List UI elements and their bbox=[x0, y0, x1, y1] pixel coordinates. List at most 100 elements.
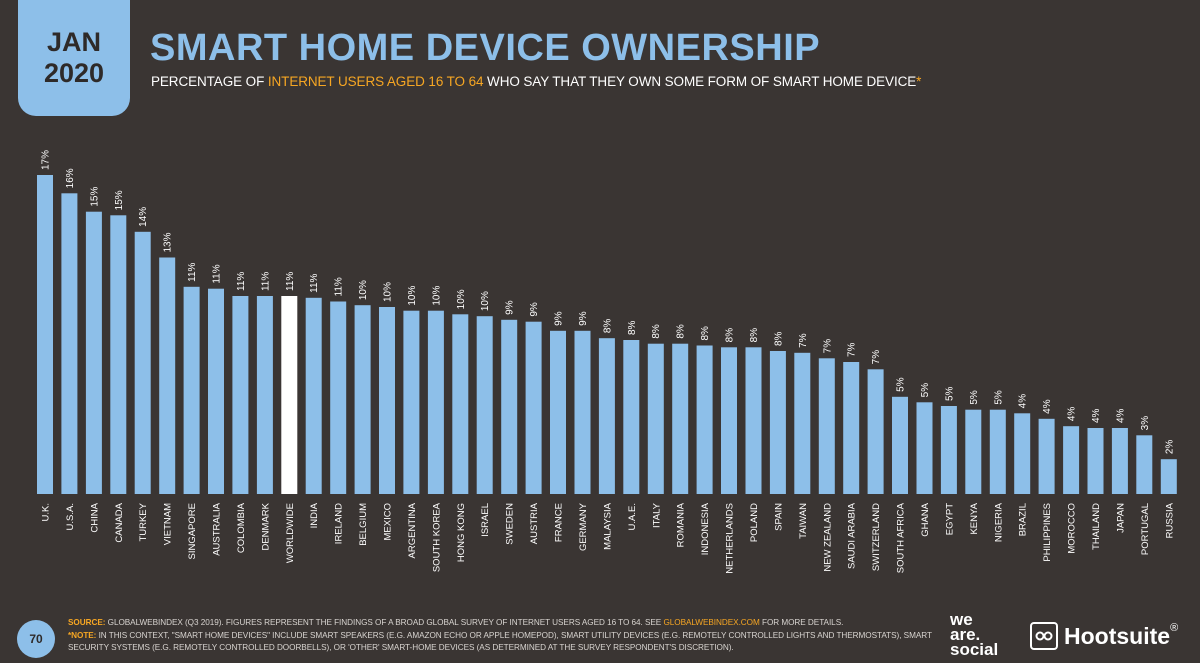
category-label: SOUTH KOREA bbox=[431, 502, 442, 572]
value-label: 8% bbox=[602, 319, 613, 334]
subtitle-asterisk: * bbox=[916, 74, 922, 89]
value-label: 4% bbox=[1042, 399, 1053, 414]
bar-new-zealand bbox=[818, 358, 835, 494]
value-label: 5% bbox=[896, 377, 907, 392]
bar-vietnam bbox=[159, 257, 176, 494]
bar-germany bbox=[574, 330, 591, 494]
category-label: DENMARK bbox=[260, 502, 271, 550]
value-label: 11% bbox=[260, 272, 271, 291]
bar-nigeria bbox=[989, 409, 1006, 494]
category-label: VIETNAM bbox=[163, 503, 174, 545]
logo-line-3: social bbox=[950, 640, 999, 659]
bar-poland bbox=[745, 347, 762, 494]
category-label: NEW ZEALAND bbox=[822, 503, 833, 572]
value-label: 9% bbox=[578, 311, 589, 326]
category-label: AUSTRALIA bbox=[212, 502, 223, 555]
value-label: 8% bbox=[651, 324, 662, 339]
subtitle: PERCENTAGE OF INTERNET USERS AGED 16 TO … bbox=[151, 74, 921, 89]
value-label: 8% bbox=[676, 324, 687, 339]
bar-malaysia bbox=[598, 338, 615, 494]
date-badge: JAN 2020 bbox=[18, 0, 130, 116]
bar-india bbox=[305, 297, 322, 494]
bar-saudi-arabia bbox=[843, 362, 860, 494]
bar-hong-kong bbox=[452, 314, 469, 494]
bar-south-korea bbox=[427, 310, 444, 494]
category-label: TAIWAN bbox=[798, 503, 809, 539]
value-label: 10% bbox=[480, 291, 491, 311]
bar-france bbox=[550, 330, 566, 494]
logo-line-2: are. bbox=[950, 625, 981, 644]
value-label: 10% bbox=[383, 282, 394, 302]
bar-turkey bbox=[134, 231, 151, 495]
value-label: 10% bbox=[407, 286, 418, 306]
bar-ireland bbox=[330, 301, 347, 494]
category-label: PHILIPPINES bbox=[1042, 503, 1053, 562]
bar-belgium bbox=[354, 305, 371, 494]
badge-year: 2020 bbox=[43, 58, 105, 88]
bar-thailand bbox=[1087, 428, 1104, 494]
bar-chart: 17% U.K. 16% U.S.A. 15% CHINA 15% CANADA 14% TURK… bbox=[37, 150, 1177, 574]
source-label: SOURCE: bbox=[68, 618, 106, 627]
source-link[interactable]: GLOBALWEBINDEX.COM bbox=[663, 618, 760, 627]
note-text: IN THIS CONTEXT, "SMART HOME DEVICES" IN… bbox=[68, 630, 932, 653]
footnotes: SOURCE: GLOBALWEBINDEX (Q3 2019). FIGURE… bbox=[68, 617, 938, 655]
value-label: 4% bbox=[1067, 407, 1078, 422]
value-label: 11% bbox=[285, 272, 296, 291]
value-label: 4% bbox=[1018, 394, 1029, 409]
category-label: SOUTH AFRICA bbox=[896, 502, 907, 573]
value-label: 10% bbox=[456, 289, 467, 309]
bar-portugal bbox=[1136, 435, 1153, 494]
value-label: 14% bbox=[138, 207, 149, 227]
value-label: 11% bbox=[236, 272, 247, 291]
category-label: AUSTRIA bbox=[529, 502, 540, 544]
subtitle-pre: PERCENTAGE OF bbox=[151, 74, 268, 89]
category-label: U.S.A. bbox=[65, 503, 76, 530]
category-label: U.K. bbox=[41, 503, 52, 521]
category-label: PORTUGAL bbox=[1140, 503, 1151, 555]
value-label: 9% bbox=[505, 300, 516, 315]
bar-romania bbox=[672, 343, 689, 494]
category-label: FRANCE bbox=[554, 503, 565, 542]
category-label: SINGAPORE bbox=[187, 503, 198, 560]
value-label: 5% bbox=[920, 383, 931, 398]
category-label: ITALY bbox=[651, 502, 662, 528]
bar-brazil bbox=[1014, 413, 1031, 494]
definition-note: *NOTE: IN THIS CONTEXT, "SMART HOME DEVI… bbox=[68, 630, 938, 655]
value-label: 8% bbox=[725, 328, 736, 343]
category-label: SPAIN bbox=[773, 503, 784, 531]
category-label: NIGERIA bbox=[993, 502, 1004, 542]
bar-south-africa bbox=[892, 396, 908, 494]
bar-mexico bbox=[379, 307, 395, 494]
category-label: ISRAEL bbox=[480, 503, 491, 537]
value-label: 11% bbox=[212, 264, 223, 283]
category-label: WORLDWIDE bbox=[285, 503, 296, 563]
value-label: 11% bbox=[334, 277, 345, 296]
bar-philippines bbox=[1038, 418, 1055, 494]
page-number: 70 bbox=[17, 620, 55, 658]
bar-u-s-a bbox=[61, 193, 78, 495]
bar-u-k bbox=[37, 175, 53, 494]
value-label: 8% bbox=[627, 320, 638, 335]
bar-china bbox=[85, 211, 102, 494]
category-label: MALAYSIA bbox=[602, 502, 613, 549]
value-label: 17% bbox=[41, 150, 52, 170]
value-label: 7% bbox=[871, 350, 882, 365]
category-label: GERMANY bbox=[578, 502, 589, 551]
category-label: ARGENTINA bbox=[407, 502, 418, 558]
bar-canada bbox=[110, 215, 127, 495]
category-label: BRAZIL bbox=[1018, 503, 1029, 536]
bar-colombia bbox=[232, 296, 249, 494]
value-label: 2% bbox=[1164, 440, 1175, 455]
hootsuite-wordmark: Hootsuite bbox=[1064, 622, 1171, 649]
category-label: CHINA bbox=[89, 502, 100, 532]
logo-line-1: we bbox=[950, 610, 973, 629]
bar-egypt bbox=[940, 406, 957, 494]
badge-month: JAN bbox=[46, 27, 101, 57]
value-label: 7% bbox=[847, 342, 858, 357]
bar-denmark bbox=[256, 296, 273, 494]
category-label: TURKEY bbox=[138, 502, 149, 541]
value-label: 5% bbox=[993, 390, 1004, 405]
bar-switzerland bbox=[867, 369, 884, 494]
subtitle-highlight: INTERNET USERS AGED 16 TO 64 bbox=[267, 74, 484, 89]
bar-taiwan bbox=[794, 352, 811, 494]
